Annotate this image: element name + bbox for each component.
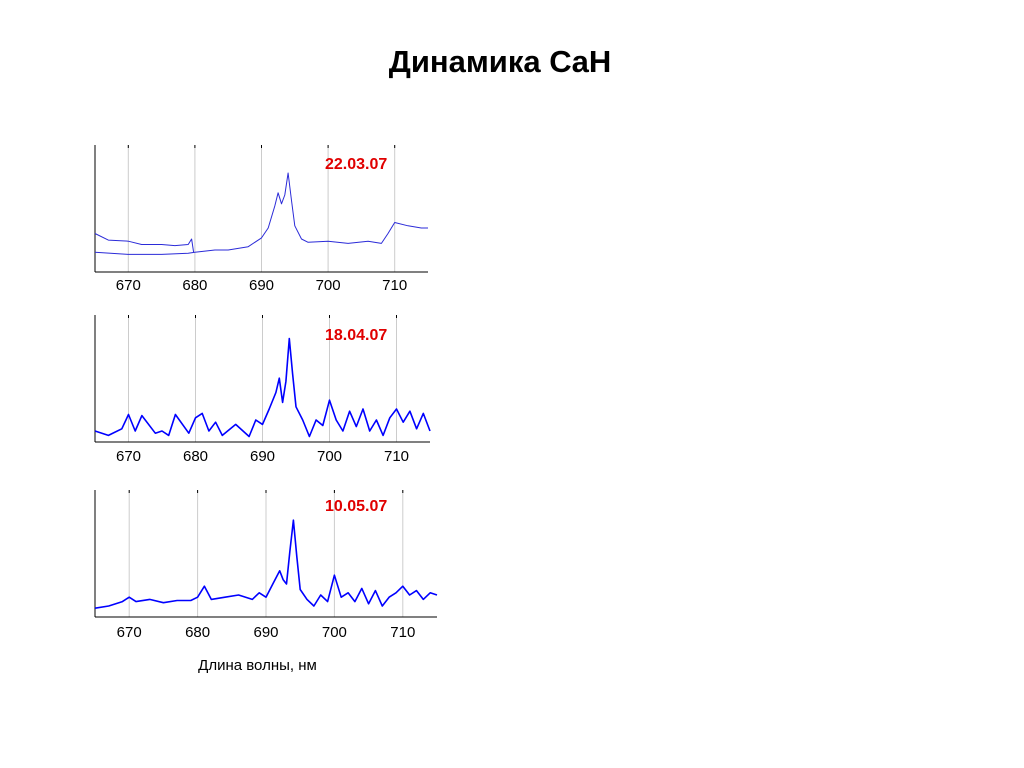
spectrum-line: [94, 172, 428, 255]
x-tick-label: 680: [182, 277, 207, 294]
x-tick-label: 710: [384, 448, 409, 465]
x-axis-label: Длина волны, нм: [198, 657, 317, 674]
x-tick-label: 690: [253, 624, 278, 641]
x-tick-label: 710: [382, 277, 407, 294]
x-tick-label: 670: [117, 624, 142, 641]
x-tick-label: 700: [317, 448, 342, 465]
date-label: 10.05.07: [325, 498, 387, 515]
x-tick-label: 680: [183, 448, 208, 465]
spectrum-chart-3: 670 680 690 700 710 10.05.07: [94, 490, 438, 641]
x-tick-label: 700: [316, 277, 341, 294]
spectrum-chart-2: 670 680 690 700 710 18.04.07: [94, 315, 431, 465]
x-tick-label: 670: [116, 448, 141, 465]
x-tick-label: 700: [322, 624, 347, 641]
x-tick-label: 670: [116, 277, 141, 294]
spectrum-line: [94, 519, 438, 609]
x-tick-label: 680: [185, 624, 210, 641]
page-title: Динамика CaH: [388, 44, 612, 79]
date-label: 22.03.07: [325, 156, 387, 173]
spectrum-chart-1: 670 680 690 700 710 22.03.07: [94, 145, 428, 294]
date-label: 18.04.07: [325, 327, 387, 344]
x-tick-label: 690: [249, 277, 274, 294]
x-tick-label: 690: [250, 448, 275, 465]
spectrum-line: [94, 337, 431, 438]
spectrum-line: [94, 233, 195, 253]
x-tick-label: 710: [390, 624, 415, 641]
